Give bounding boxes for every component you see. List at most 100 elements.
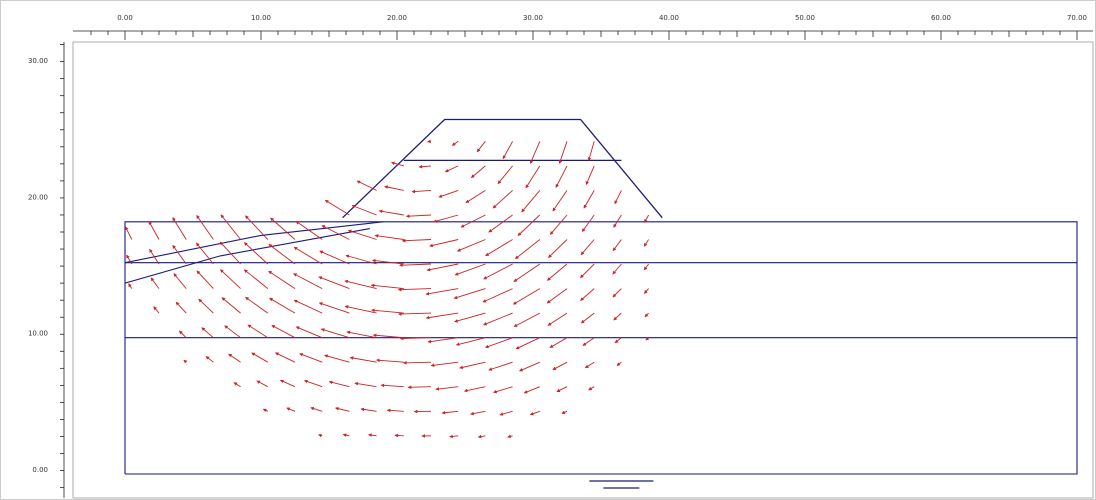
displacement-vector — [342, 433, 350, 437]
displacement-vector — [645, 336, 650, 341]
displacement-vector — [547, 312, 568, 326]
y-tick-label: 0.00 — [32, 466, 48, 474]
displacement-vector — [219, 241, 241, 265]
x-tick-label: 0.00 — [117, 14, 133, 22]
displacement-vector — [476, 141, 486, 153]
displacement-vector — [438, 189, 459, 198]
displacement-vector — [502, 141, 513, 160]
displacement-vector — [270, 217, 296, 240]
displacement-vector — [454, 312, 486, 323]
displacement-vector — [587, 141, 595, 162]
displacement-vector — [196, 242, 214, 265]
displacement-vector — [354, 381, 377, 388]
displacement-vector — [293, 246, 323, 265]
displacement-vector — [319, 250, 350, 265]
displacement-vector — [643, 239, 649, 247]
displacement-vector — [391, 161, 404, 167]
displacement-vector — [401, 238, 432, 243]
displacement-vector — [125, 226, 133, 240]
displacement-vector — [148, 220, 160, 240]
displacement-vector — [149, 248, 160, 265]
displacement-vector — [555, 165, 568, 188]
displacement-vector — [153, 306, 160, 314]
displacement-vector — [403, 361, 432, 365]
displacement-vector — [488, 361, 513, 371]
displacement-vector — [293, 299, 323, 314]
displacement-vector — [613, 214, 622, 228]
displacement-vector — [196, 215, 214, 240]
displacement-vector — [335, 406, 350, 412]
displacement-vector — [274, 352, 296, 363]
displacement-vector — [399, 336, 432, 341]
displacement-vector — [580, 288, 595, 301]
displacement-vector — [580, 312, 595, 324]
displacement-vector — [205, 356, 214, 363]
displacement-vector — [346, 330, 377, 339]
displacement-vector — [548, 239, 568, 259]
displacement-vector — [398, 312, 432, 316]
displacement-vector — [245, 215, 269, 240]
displacement-vector — [517, 214, 541, 236]
displacement-vector — [588, 386, 595, 391]
displacement-vector — [459, 361, 486, 370]
displacement-vector — [394, 433, 404, 438]
displacement-vector — [429, 239, 459, 248]
model-geometry — [124, 118, 1078, 475]
displacement-vector — [175, 301, 187, 314]
displacement-vector — [463, 386, 486, 393]
displacement-vector — [425, 288, 459, 296]
displacement-vector — [433, 214, 459, 223]
displacement-vector — [644, 288, 649, 294]
displacement-vector — [455, 337, 486, 346]
displacement-vector — [449, 434, 459, 439]
displacement-vector — [427, 139, 432, 144]
x-tick-label: 40.00 — [659, 14, 679, 22]
displacement-vector — [515, 337, 540, 350]
displacement-vector — [583, 190, 595, 209]
displacement-vector — [376, 358, 404, 363]
displacement-vector — [561, 410, 568, 414]
displacement-vector — [585, 165, 595, 185]
displacement-vector — [380, 383, 404, 388]
left-ruler: 30.00 20.00 10.00 0.00 — [28, 42, 65, 498]
displacement-vector — [470, 165, 486, 178]
displacement-vector — [268, 270, 296, 289]
displacement-vector — [172, 217, 187, 240]
displacement-vector — [441, 410, 459, 415]
displacement-vector — [245, 296, 269, 314]
displacement-vector — [295, 220, 323, 240]
displacement-vector — [318, 302, 350, 314]
displacement-vector — [351, 204, 377, 216]
x-tick-label: 10.00 — [251, 14, 271, 22]
displacement-vector — [378, 209, 404, 216]
displacement-vector — [465, 190, 486, 204]
displacement-vector — [178, 330, 187, 339]
displacement-vector — [519, 361, 540, 372]
displacement-vector — [580, 263, 595, 279]
displacement-vector — [507, 434, 513, 439]
displacement-vector — [643, 263, 649, 271]
displacement-vector — [612, 288, 622, 298]
displacement-vector — [523, 386, 540, 394]
displacement-vectors — [125, 139, 650, 439]
displacement-vector — [221, 297, 241, 314]
displacement-vector — [150, 277, 160, 289]
displacement-vector — [529, 141, 541, 165]
displacement-vector — [427, 337, 459, 344]
displacement-vector — [228, 353, 241, 363]
displacement-vector — [386, 408, 404, 413]
displacement-vector — [483, 312, 513, 326]
model-boundary — [124, 221, 1078, 475]
displacement-vector — [220, 269, 241, 289]
displacement-vector — [485, 239, 513, 257]
wedge-line — [124, 221, 384, 264]
displacement-vector — [552, 190, 568, 212]
displacement-vector — [493, 386, 513, 394]
displacement-vector — [644, 312, 649, 318]
displacement-vector — [456, 239, 486, 252]
top-ruler: 0.00 10.00 20.00 30.00 40.00 50.00 60.00 70.00 — [73, 14, 1093, 40]
displacement-vector — [324, 354, 350, 363]
displacement-vector — [328, 380, 350, 388]
